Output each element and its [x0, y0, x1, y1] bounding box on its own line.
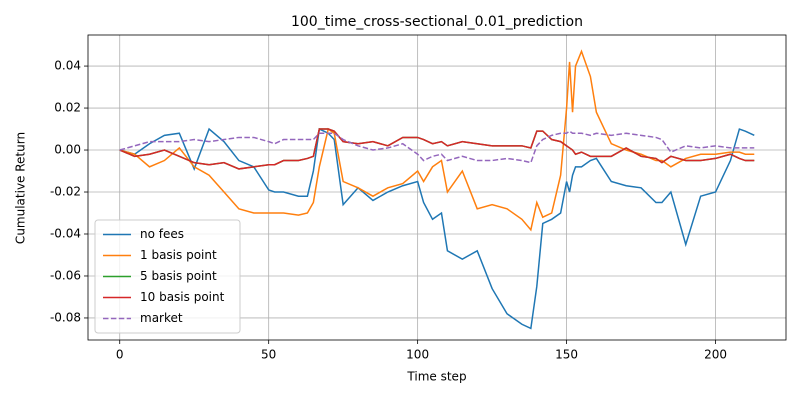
- y-axis-label: Cumulative Return: [14, 132, 28, 244]
- legend-box: [94, 219, 241, 334]
- y-tick-label: 0.02: [54, 101, 81, 115]
- series-line: [119, 130, 755, 164]
- x-tick-label: 50: [261, 348, 276, 362]
- legend-label: market: [140, 311, 183, 325]
- series-line: [119, 128, 755, 170]
- legend-label: 1 basis point: [140, 248, 217, 262]
- x-tick-label: 200: [704, 348, 727, 362]
- y-tick-label: -0.06: [50, 268, 81, 282]
- series-line: [119, 127, 755, 330]
- legend-label: no fees: [140, 227, 184, 241]
- x-tick-label: 0: [116, 348, 124, 362]
- x-tick-label: 100: [406, 348, 429, 362]
- y-tick-label: -0.04: [50, 226, 81, 240]
- legend-label: 5 basis point: [140, 269, 217, 283]
- legend-label: 10 basis point: [140, 290, 225, 304]
- y-tick-label: 0.00: [54, 143, 81, 157]
- chart-title: 100_time_cross-sectional_0.01_prediction: [291, 14, 583, 30]
- plot-frame: [87, 34, 787, 341]
- y-tick-label: -0.08: [50, 310, 81, 324]
- y-tick-label: 0.04: [54, 59, 81, 73]
- y-tick-label: -0.02: [50, 185, 81, 199]
- x-tick-label: 150: [555, 348, 578, 362]
- x-axis-label: Time step: [406, 370, 466, 384]
